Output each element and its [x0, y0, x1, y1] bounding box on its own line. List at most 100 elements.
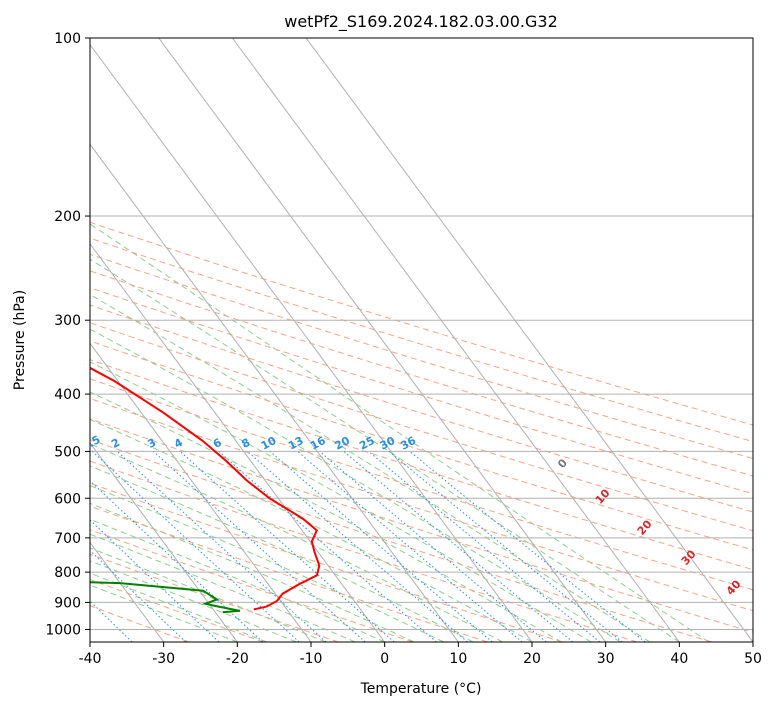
dry-adiabat-line [90, 397, 753, 612]
y-tick-label: 700 [54, 531, 81, 547]
mixing-ratio-label: 36 [398, 434, 418, 453]
y-tick-label: 800 [54, 565, 81, 581]
mixing-ratio-label: 16 [308, 434, 328, 453]
y-tick-label: 900 [54, 595, 81, 611]
x-tick-label: 40 [670, 651, 688, 667]
mixing-ratio-label: 25 [357, 434, 377, 453]
line-labels: 0.10.20.40.611.52346810131620253036-100-… [5, 433, 744, 598]
dry-adiabat-line [90, 505, 488, 642]
mixing-ratio-line [343, 451, 574, 642]
moist-adiabat-line [90, 533, 356, 642]
mixing-ratio-line [90, 549, 187, 642]
dry-adiabat-line [90, 578, 264, 642]
dry-adiabat-line [90, 553, 339, 642]
dry-adiabats [90, 221, 753, 642]
isotherm-line [231, 38, 680, 642]
y-axis-label: Pressure (hPa) [12, 290, 28, 390]
moist-adiabat-line [90, 223, 710, 642]
mixing-ratio-label: 20 [332, 434, 352, 453]
moist-adiabat-line [90, 485, 444, 642]
mixing-ratio-label: 0.6 [5, 433, 29, 454]
mixing-ratio-line [247, 451, 468, 642]
moist-adiabat-line [90, 328, 621, 642]
moist-adiabat-line [90, 258, 680, 642]
mixing-ratio-line [90, 519, 220, 642]
isotherm-line [90, 143, 459, 642]
mixing-ratio-line [90, 480, 264, 642]
mixing-ratio-line [319, 451, 547, 642]
moist-adiabats [90, 223, 710, 642]
x-axis-ticks: -40 -30 -20 -10 0 10 20 30 40 50 [79, 642, 762, 667]
x-tick-label: -20 [226, 651, 249, 667]
mixing-ratio-line [269, 451, 493, 642]
moist-adiabat-line [90, 584, 238, 642]
temperature-profile-line [90, 366, 321, 611]
x-tick-label: 20 [523, 651, 541, 667]
x-tick-label: -10 [300, 651, 323, 667]
mixing-ratio-label: 30 [378, 434, 398, 453]
mixing-ratio-line [218, 451, 437, 642]
dry-adiabat-line [90, 221, 753, 426]
mixing-ratio-line [116, 451, 327, 642]
y-tick-label: 100 [54, 31, 81, 47]
pressure-gridlines [90, 38, 753, 630]
x-tick-label: -30 [152, 651, 175, 667]
isotherm-line [305, 38, 753, 642]
theta-label: 10 [593, 486, 613, 506]
dry-adiabat-line [90, 270, 753, 477]
y-tick-label: 400 [54, 387, 81, 403]
moist-adiabat-line [90, 572, 267, 642]
dry-adiabat-line [90, 529, 414, 642]
mixing-ratio-lines [90, 451, 646, 642]
dry-adiabat-line [90, 253, 753, 460]
profile-series [90, 366, 321, 614]
dry-adiabat-line [90, 439, 712, 642]
mixing-ratio-label: 13 [286, 434, 306, 453]
dry-adiabat-line [90, 340, 753, 551]
y-axis-ticks: 100 200 300 400 500 600 700 800 900 1000 [45, 31, 90, 638]
mixing-ratio-line [388, 451, 623, 642]
x-tick-label: 30 [597, 651, 615, 667]
x-tick-label: 10 [449, 651, 467, 667]
isotherm-line [90, 242, 386, 642]
isotherm-line [158, 38, 607, 642]
dry-adiabat-line [90, 287, 753, 495]
mixing-ratio-line [153, 451, 366, 642]
moist-adiabat-line [90, 560, 297, 642]
isotherm-line [90, 43, 533, 642]
x-tick-label: 50 [744, 651, 762, 667]
dry-adiabat-line [90, 605, 189, 642]
isotherm-line [90, 342, 312, 642]
x-tick-label: 0 [380, 651, 389, 667]
skewed-isotherms [90, 38, 753, 642]
y-tick-label: 300 [54, 313, 81, 329]
mixing-ratio-line [409, 451, 646, 642]
dry-adiabat-line [90, 460, 638, 642]
moist-adiabat-line [90, 547, 326, 642]
dry-adiabat-line [90, 359, 753, 571]
mixing-ratio-label: 1.5 [79, 433, 102, 454]
x-tick-label: -40 [79, 651, 102, 667]
moist-adiabat-line [90, 391, 562, 642]
x-axis-label: Temperature (°C) [360, 681, 482, 697]
isotherm-line [90, 442, 238, 642]
dry-adiabat-line [90, 237, 753, 443]
theta-label: 40 [724, 577, 744, 597]
moist-adiabat-line [90, 361, 592, 642]
moist-adiabat-line [90, 294, 651, 642]
dry-adiabat-line [90, 304, 753, 513]
dry-adiabat-line [90, 418, 753, 633]
mixing-ratio-label: 2 [109, 436, 122, 451]
dewpoint-profile-line [90, 581, 241, 614]
plot-frame [89, 37, 754, 643]
dry-adiabat-line [90, 482, 563, 642]
moist-adiabat-line [90, 418, 533, 642]
chart-title: wetPf2_S169.2024.182.03.00.G32 [284, 12, 558, 32]
y-tick-label: 500 [54, 444, 81, 460]
moist-adiabat-line [90, 518, 385, 642]
moist-adiabat-line [90, 465, 474, 642]
dry-adiabat-line [90, 378, 753, 591]
y-tick-label: 600 [54, 491, 81, 507]
mixing-ratio-label: 4 [172, 436, 185, 451]
